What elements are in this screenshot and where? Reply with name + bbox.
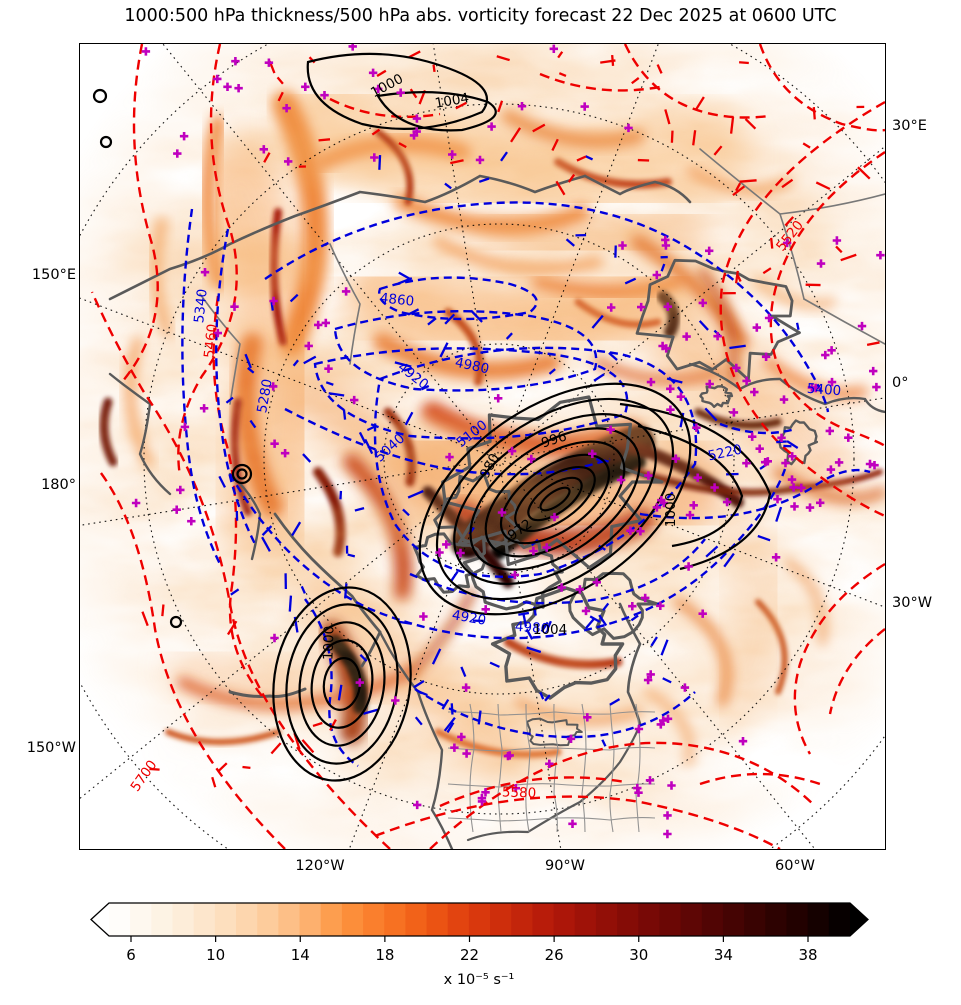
- axis-label: 90°W: [544, 858, 586, 874]
- colorbar-tick-label: 26: [545, 946, 564, 964]
- blue-contour-fragments: [218, 151, 800, 747]
- colorbar-tick-label: 14: [291, 946, 310, 964]
- contour-label: 4860: [379, 290, 415, 310]
- colorbar-ticks: 6 10 14 18 22 26 30 34 38: [126, 936, 818, 964]
- axis-label: 30°E: [892, 118, 927, 134]
- thickness-contours-red: [90, 44, 885, 849]
- colorbar: 6 10 14 18 22 26 30 34 38 x 10⁻⁵ s⁻¹: [90, 902, 869, 988]
- contour-label: 5460: [201, 323, 221, 359]
- map-plot-area: 1000 1004 4860 4920 4980 5100 5040 5280 5340 5460…: [79, 43, 886, 850]
- contour-label: 5280: [254, 378, 276, 415]
- contour-label: 1004: [434, 90, 471, 112]
- state-boundaries: [447, 703, 656, 833]
- contour-label: 5220: [707, 442, 744, 465]
- contour-label: 996: [539, 428, 568, 451]
- colorbar-tick-label: 30: [629, 946, 648, 964]
- axis-label: 180°: [41, 477, 76, 493]
- contour-label: 1000: [320, 626, 337, 661]
- colorbar-tick-label: 22: [460, 946, 479, 964]
- contour-label: 4980: [514, 619, 549, 637]
- contour-label: 4980: [454, 355, 491, 378]
- chart-title: 1000:500 hPa thickness/500 hPa abs. vort…: [124, 6, 837, 26]
- colorbar-body: [90, 902, 869, 937]
- contour-label: 5340: [191, 288, 211, 324]
- black-contours: [92, 52, 772, 782]
- vorticity-filament-texture: [80, 44, 885, 849]
- colorbar-tick-label: 10: [206, 946, 225, 964]
- vorticity-max-markers: [131, 44, 885, 839]
- contour-label: 5400: [806, 381, 841, 399]
- axis-label: 150°W: [26, 740, 76, 756]
- contour-label: 5580: [502, 784, 537, 801]
- contour-label: 1004: [533, 622, 567, 638]
- colorbar-tick-label: 18: [375, 946, 394, 964]
- colorbar-tick-label: 34: [714, 946, 733, 964]
- axis-label: 150°E: [31, 267, 76, 283]
- red-contour-fragments: [141, 50, 880, 788]
- axis-label: 30°W: [892, 595, 933, 611]
- contour-label: 1000: [663, 493, 679, 527]
- axis-label: 120°W: [295, 858, 345, 874]
- colorbar-tick-label: 38: [798, 946, 817, 964]
- axis-label: 0°: [892, 375, 909, 391]
- graticule: [80, 44, 885, 849]
- contour-label: 4920: [451, 607, 488, 629]
- colorbar-tick-label: 6: [126, 946, 136, 964]
- colorbar-unit-label: x 10⁻⁵ s⁻¹: [444, 972, 515, 988]
- axis-label: 60°W: [774, 858, 816, 874]
